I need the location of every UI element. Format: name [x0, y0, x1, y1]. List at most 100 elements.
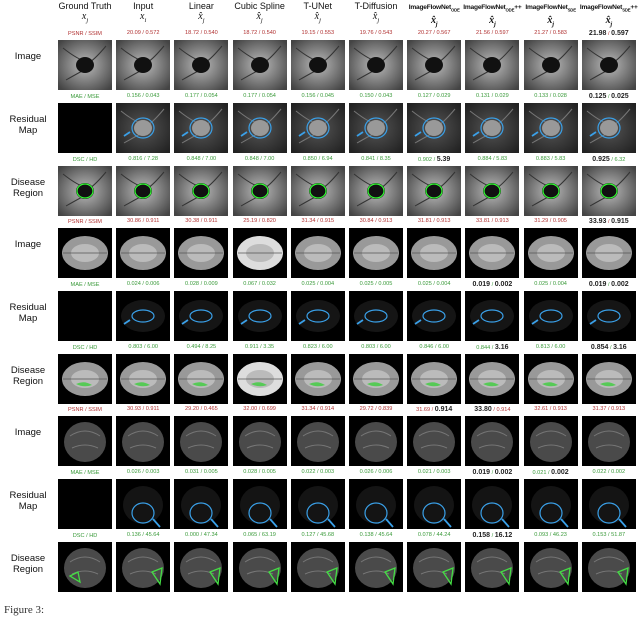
metric-value: 0.883 / 5.83 [521, 156, 581, 162]
value-left: 30.93 [127, 406, 142, 412]
value-separator: / [257, 218, 262, 224]
value-left: 31.81 [417, 218, 432, 224]
metric-value: 31.81 / 0.913 [404, 218, 464, 224]
highlight-arrow [472, 319, 480, 325]
image-cell [581, 40, 636, 90]
residual-brain [588, 486, 629, 524]
metric-value: 0.125 / 0.025 [579, 93, 639, 100]
value-left: 0.028 [185, 281, 200, 287]
brain [238, 422, 281, 462]
lesion [76, 57, 94, 73]
image-cell [407, 166, 462, 216]
symbol-subscript: i [144, 17, 147, 24]
metric-value: 0.150 / 0.043 [346, 93, 406, 99]
value-separator: / [258, 344, 264, 350]
value-left: 0.028 [243, 469, 258, 475]
metric-value: 0.021 / 0.003 [404, 469, 464, 475]
highlight-arrow [327, 518, 336, 528]
value-left: 0.065 [243, 532, 258, 538]
metric-value: 0.019 / 0.002 [462, 281, 522, 288]
image-cell [232, 166, 287, 216]
residual-brain [121, 300, 166, 332]
image-cell [58, 479, 112, 529]
highlight-circle [480, 502, 504, 524]
metric-value: 30.84 / 0.913 [346, 218, 406, 224]
disease-region [267, 566, 280, 586]
residual-brain [295, 300, 340, 332]
image-cell [290, 479, 345, 529]
symbol-subscript: j [260, 17, 263, 24]
image-cell [58, 354, 112, 404]
metric-value: 0.846 / 6.00 [404, 344, 464, 350]
highlight-arrow [531, 131, 539, 137]
disease-contour [367, 183, 385, 199]
highlight-arrow [443, 518, 452, 528]
disease-region [442, 566, 454, 586]
metric-value: 0.067 / 0.032 [230, 281, 290, 287]
image-cell [465, 103, 520, 153]
highlight-circle [538, 117, 563, 139]
image-cell [349, 166, 403, 216]
sulci [593, 556, 625, 575]
metric-value: 0.133 / 0.028 [521, 93, 581, 99]
metric-value: 25.19 / 0.820 [230, 218, 290, 224]
highlight-circle [247, 502, 272, 524]
image-cell [290, 166, 345, 216]
highlight-arrow [181, 131, 189, 137]
lesion [308, 120, 327, 136]
image-cell [407, 291, 462, 341]
image-cell [58, 166, 112, 216]
column-symbol: xj [81, 11, 89, 25]
highlight-arrow [240, 319, 248, 325]
value-left: 0.850 [303, 156, 318, 162]
value-left: 0.136 [126, 532, 141, 538]
residual-brain [123, 486, 164, 524]
value-right: 0.913 [552, 406, 567, 412]
value-separator: / [200, 156, 206, 162]
image-cell [290, 291, 345, 341]
disease-region [616, 566, 629, 586]
lesion [599, 120, 618, 136]
metric-value: 31.34 / 0.914 [288, 406, 348, 412]
value-separator: / [606, 406, 612, 412]
value-right: 0.543 [378, 30, 393, 36]
highlight-circle [364, 502, 388, 524]
metric-value: 21.27 / 0.583 [521, 30, 581, 36]
value-right: 0.003 [436, 469, 451, 475]
value-separator: / [375, 344, 380, 350]
disease-region [325, 566, 338, 586]
image-cell [407, 103, 462, 153]
metric-value: 0.884 / 5.83 [462, 156, 522, 162]
value-right: 63.19 [261, 532, 276, 538]
highlight-arrow [298, 131, 306, 137]
image-cell [465, 228, 520, 278]
image-cell [232, 354, 287, 404]
value-separator: / [199, 93, 204, 99]
highlight-arrow [152, 518, 161, 528]
value-right: 0.915 [320, 218, 335, 224]
value-separator: / [432, 157, 437, 163]
lesion [250, 120, 269, 136]
metric-value: 0.153 / 51.87 [579, 532, 639, 538]
metric-value: 29.20 / 0.465 [171, 406, 231, 412]
disease-region [384, 566, 396, 586]
residual-brain [528, 300, 573, 332]
value-left: 0.156 [301, 93, 316, 99]
value-separator: / [140, 93, 146, 99]
image-cell [116, 40, 171, 90]
value-separator: / [142, 344, 148, 350]
value-right: 6.00 [438, 344, 449, 350]
column-symbol: x̂j [198, 11, 205, 25]
metric-value: 29.72 / 0.839 [346, 406, 406, 412]
value-left: 30.84 [359, 218, 374, 224]
residual-brain [179, 300, 224, 332]
value-left: 0.841 [361, 156, 376, 162]
value-left: 0.019 [472, 281, 491, 288]
value-left: 0.177 [243, 93, 258, 99]
value-separator: / [549, 344, 555, 350]
value-left: 30.86 [127, 218, 142, 224]
value-separator: / [491, 407, 497, 413]
column-header: ImageFlowNetODE x̂j [403, 3, 465, 30]
highlight-circle [306, 502, 330, 524]
metric-value: 19.15 / 0.553 [288, 30, 348, 36]
